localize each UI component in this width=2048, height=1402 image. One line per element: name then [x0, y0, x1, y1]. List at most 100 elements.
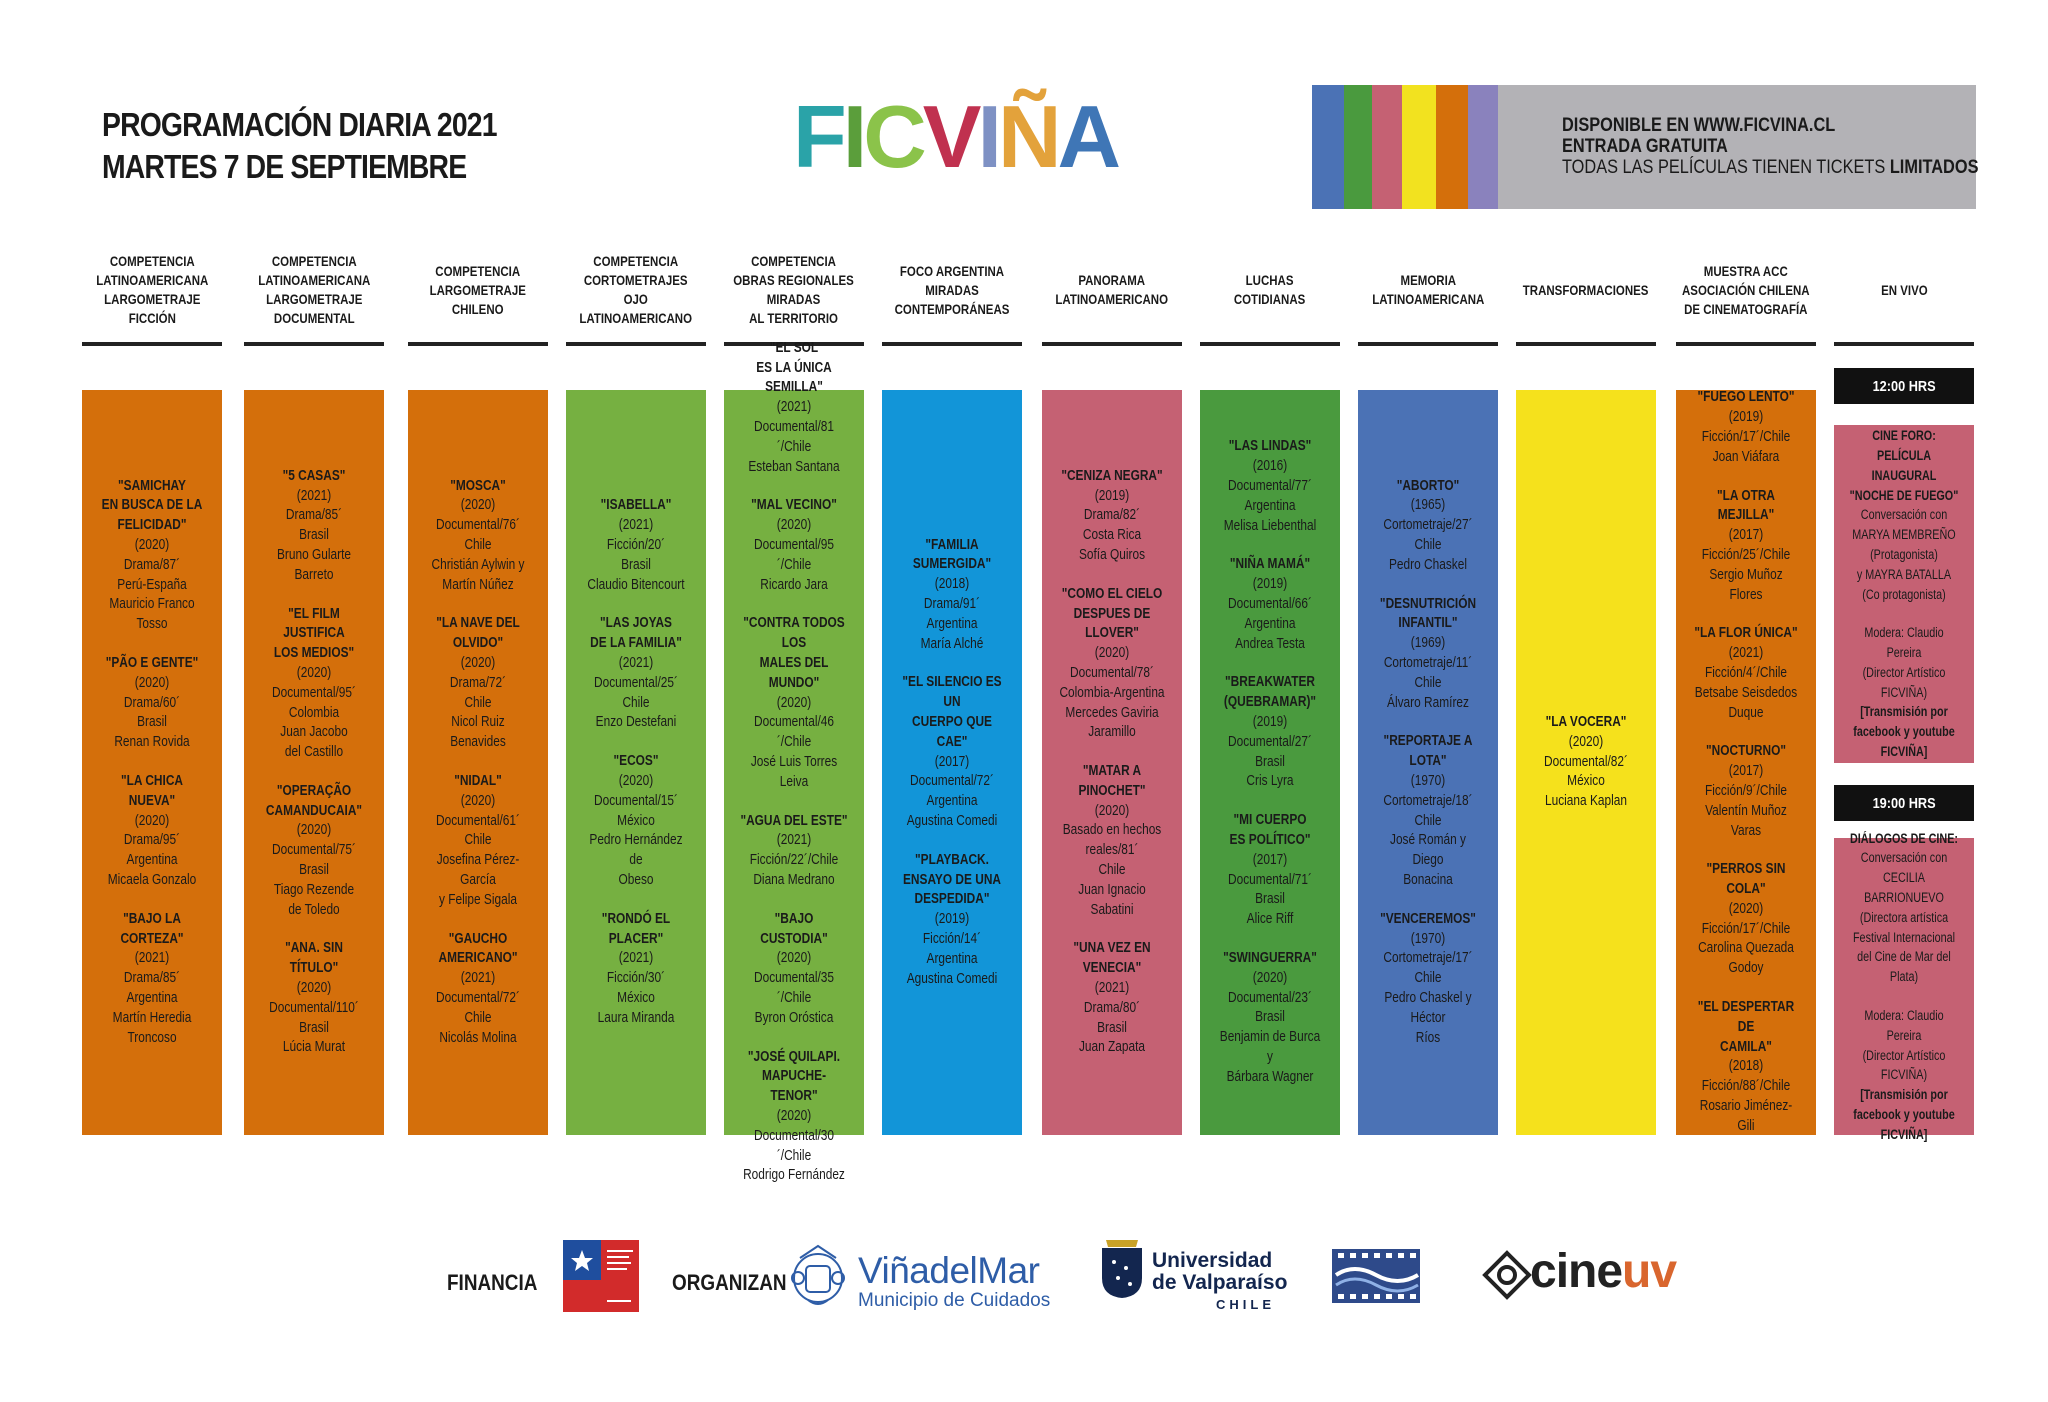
column-box: "ISABELLA" (2021) Ficción/20´ Brasil Clau… — [566, 390, 706, 1135]
column-box: "5 CASAS" (2021) Drama/85´ Brasil Bruno G… — [244, 390, 384, 1135]
film-title: "LAS JOYAS DE LA FAMILIA" — [590, 615, 682, 652]
en-vivo-header-text: EN VIVO — [1880, 281, 1928, 298]
film-entry: "NIDAL" (2020) Documental/61´ Chile Josef… — [424, 772, 532, 911]
banner-stripe — [1312, 85, 1344, 209]
film-title: "ABORTO" — [1396, 477, 1460, 494]
financia-label: FINANCIA — [447, 1270, 538, 1295]
column-header: FOCO ARGENTINA MIRADAS CONTEMPORÁNEAS — [872, 240, 1032, 340]
cineuv-a: cine — [1530, 1245, 1623, 1298]
logo-letter: A — [1057, 87, 1122, 186]
column-box: "CENIZA NEGRA" (2019) Drama/82´ Costa Ric… — [1042, 390, 1182, 1135]
film-entry: "ANA. SIN TÍTULO" (2020) Documental/110´ … — [260, 939, 368, 1058]
uv-chile: CHILE — [1216, 1297, 1275, 1312]
film-entry: "UNA VEZ EN VENECIA" (2021) Drama/80´ Bra… — [1058, 939, 1166, 1058]
banner-stripe — [1402, 85, 1436, 209]
column-box: "SAMICHAY EN BUSCA DE LA FELICIDAD" (2020… — [82, 390, 222, 1135]
column-rule — [724, 342, 864, 346]
film-title: "CONTRA TODOS LOS MALES DEL MUNDO" — [743, 615, 845, 691]
film-title: "COMO EL CIELO DESPUES DE LLOVER" — [1061, 585, 1163, 642]
ministerio-culturas-logo — [563, 1240, 639, 1312]
column-header: COMPETENCIA LATINOAMERICANA LARGOMETRAJE… — [72, 240, 232, 340]
uv-name: Universidad de Valparaíso — [1152, 1250, 1287, 1294]
column-rule — [408, 342, 548, 346]
film-entry: "CONTRA TODOS LOS MALES DEL MUNDO" (2020)… — [740, 614, 848, 792]
film-details: (2020) Basado en hechos reales/81´ Chile… — [1062, 802, 1162, 918]
film-details: (2021) Ficción/30´ México Laura Miranda — [597, 950, 675, 1026]
film-entry: "LA FLOR ÚNICA" (2021) Ficción/4´/Chile B… — [1692, 624, 1800, 723]
film-title: "5 CASAS" — [282, 467, 346, 484]
color-stripes — [1312, 85, 1498, 209]
film-entry: "MI CUERPO ES POLÍTICO" (2017) Documental… — [1216, 811, 1324, 930]
film-entry: "5 CASAS" (2021) Drama/85´ Brasil Bruno G… — [260, 467, 368, 586]
film-entry: "CENIZA NEGRA" (2019) Drama/82´ Costa Ric… — [1058, 467, 1166, 566]
film-entry: "PLAYBACK. ENSAYO DE UNA DESPEDIDA" (2019… — [898, 851, 1006, 990]
film-title: "LA FLOR ÚNICA" — [1694, 625, 1798, 642]
film-entry: "SAMICHAY EN BUSCA DE LA FELICIDAD" (2020… — [98, 477, 206, 635]
film-details: (2019) Documental/27´ Brasil Cris Lyra — [1228, 714, 1312, 790]
page-date: MARTES 7 DE SEPTIEMBRE — [102, 148, 467, 185]
film-details: (2020) Documental/110´ Brasil Lúcia Mura… — [269, 980, 359, 1056]
film-entry: "ISABELLA" (2021) Ficción/20´ Brasil Clau… — [582, 496, 690, 595]
film-title: "PLAYBACK. ENSAYO DE UNA DESPEDIDA" — [902, 851, 1002, 908]
column-header-text: FOCO ARGENTINA MIRADAS CONTEMPORÁNEAS — [894, 262, 1010, 317]
column-header-text: COMPETENCIA LARGOMETRAJE CHILENO — [429, 262, 527, 317]
film-title: "LAS LINDAS" — [1228, 438, 1312, 455]
film-details: (1969) Cortometraje/11´ Chile Álvaro Ram… — [1383, 635, 1473, 711]
column-rule-en-vivo — [1834, 342, 1974, 346]
film-entry: "GAUCHO AMERICANO" (2021) Documental/72´ … — [424, 930, 532, 1049]
info-banner: DISPONIBLE EN WWW.FICVINA.CL ENTRADA GRA… — [1312, 85, 1978, 209]
column-header-text: LUCHAS COTIDIANAS — [1234, 272, 1306, 307]
live-session-2-title: DIÁLOGOS DE CINE: — [1849, 830, 1958, 846]
film-title: "LA NAVE DEL OLVIDO" — [436, 615, 520, 652]
column-header-text: MEMORIA LATINOAMERICANA — [1371, 272, 1485, 307]
cineuv-icon — [1482, 1250, 1532, 1300]
logo-letter: I — [842, 87, 868, 186]
banner-stripe — [1436, 85, 1468, 209]
film-entry: "OPERAÇÃO CAMANDUCAIA" (2020) Documental/… — [260, 782, 368, 921]
film-entry: "JOSÉ QUILAPI. MAPUCHE-TENOR" (2020) Docu… — [740, 1048, 848, 1187]
live-session-1-body: Conversación con MARYA MEMBREÑO (Protago… — [1852, 507, 1956, 602]
film-title: "MOSCA" — [450, 477, 506, 494]
uv-crest — [1102, 1240, 1142, 1298]
live-session-1-title: CINE FORO: PELÍCULA INAUGURAL "NOCHE DE … — [1849, 428, 1959, 503]
live-session-1-moderator: Modera: Claudio Pereira (Director Artíst… — [1862, 625, 1946, 700]
cineuv-b: uv — [1622, 1245, 1677, 1298]
film-details: (1965) Cortometraje/27´ Chile Pedro Chas… — [1383, 497, 1473, 573]
live-session-2-stream: [Transmisión por facebook y youtube FICV… — [1853, 1087, 1955, 1142]
film-entry: "BAJO LA CORTEZA" (2021) Drama/85´ Argent… — [98, 910, 206, 1049]
column-header: COMPETENCIA LARGOMETRAJE CHILENO — [398, 240, 558, 340]
film-details: (2020) Documental/75´ Brasil Tiago Rezen… — [272, 822, 356, 918]
banner-line-tickets-prefix: TODAS LAS PELÍCULAS TIENEN TICKETS — [1562, 157, 1890, 178]
film-entry: "PÃO E GENTE" (2020) Drama/60´ Brasil Ren… — [98, 654, 206, 753]
column-header: LUCHAS COTIDIANAS — [1190, 240, 1350, 340]
film-details: (2021) Drama/80´ Brasil Juan Zapata — [1078, 980, 1146, 1056]
film-title: "VENCEREMOS" — [1380, 910, 1476, 927]
film-details: (2020) Documental/95´ Colombia Juan Jaco… — [272, 664, 356, 761]
film-details: (2021) Drama/85´ Brasil Bruno Gularte Ba… — [276, 487, 352, 583]
film-entry: "VENCEREMOS" (1970) Cortometraje/17´ Chil… — [1374, 910, 1482, 1049]
column-header-en-vivo: EN VIVO — [1834, 240, 1974, 340]
film-title: "BAJO CUSTODIA" — [760, 910, 828, 947]
film-details: (2020) Documental/61´ Chile Josefina Pér… — [436, 792, 520, 908]
time-badge-1: 12:00 HRS — [1834, 368, 1974, 404]
film-title: "LA VOCERA" — [1545, 714, 1627, 730]
film-title: "ANA. SIN TÍTULO" — [285, 940, 343, 977]
film-details: (2020) Drama/72´ Chile Nicol Ruiz Benavi… — [449, 655, 507, 751]
film-title: "LA OTRA MEJILLA" — [1716, 487, 1776, 524]
column-header-text: COMPETENCIA LATINOAMERICANA LARGOMETRAJE… — [257, 253, 371, 326]
time-badge-2: 19:00 HRS — [1834, 785, 1974, 821]
column-rule — [882, 342, 1022, 346]
film-title: "OPERAÇÃO CAMANDUCAIA" — [265, 782, 363, 819]
banner-stripe — [1468, 85, 1498, 209]
cineuv-logo: cineuv — [1530, 1244, 1677, 1299]
column-header: MEMORIA LATINOAMERICANA — [1348, 240, 1508, 340]
banner-stripe — [1344, 85, 1372, 209]
film-title: "EL DESPERTAR DE CAMILA" — [1697, 999, 1795, 1055]
film-entry: "FAMILIA SUMERGIDA" (2018) Drama/91´ Arge… — [898, 536, 1006, 655]
film-entry: "EL FILM JUSTIFICA LOS MEDIOS" (2020) Doc… — [260, 605, 368, 763]
column-box: "EL SOL ES LA ÚNICA SEMILLA" (2021) Docum… — [724, 340, 864, 1183]
film-details: (2021) Ficción/20´ Brasil Claudio Bitenc… — [587, 517, 685, 593]
film-entry: "NIÑA MAMÁ" (2019) Documental/66´ Argenti… — [1216, 555, 1324, 654]
film-title: "FUEGO LENTO" — [1697, 389, 1795, 406]
